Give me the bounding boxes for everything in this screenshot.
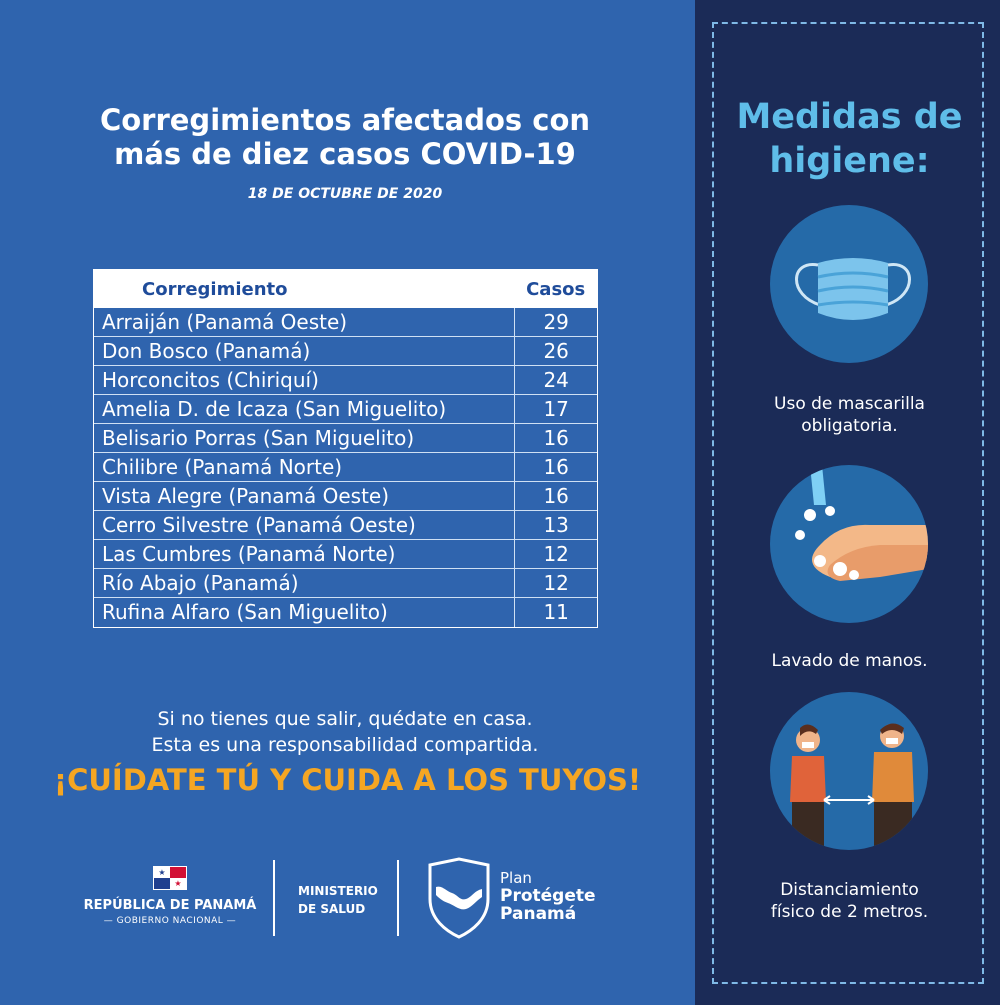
panama-flag-icon: ★ ★ [153,866,187,890]
hygiene-title: Medidas de higiene: [712,95,987,183]
casos-cell: 16 [514,453,597,481]
corregimiento-cell: Rufina Alfaro (San Miguelito) [102,600,388,624]
table-header: Corregimiento Casos [94,270,597,308]
corregimiento-cell: Las Cumbres (Panamá Norte) [102,542,396,566]
header-casos: Casos [526,278,586,300]
ministry-logo: MINISTERIO DE SALUD [298,882,378,918]
casos-cell: 29 [514,308,597,336]
plan-logo: Plan Protégete Panamá [424,857,614,939]
casos-cell: 17 [514,395,597,423]
distancing-caption-line2: físico de 2 metros. [770,902,929,922]
distancing-caption-line1: Distanciamiento [780,880,919,900]
casos-cell: 16 [514,482,597,510]
corregimiento-cell: Arraiján (Panamá Oeste) [102,310,348,334]
cases-table: Corregimiento Casos Arraiján (Panamá Oes… [93,269,598,628]
republic-name: REPÚBLICA DE PANAMÁ [83,898,257,913]
corregimiento-cell: Don Bosco (Panamá) [102,339,311,363]
casos-cell: 12 [514,540,597,568]
handwash-caption-line1: Lavado de manos. [771,651,928,671]
casos-cell: 13 [514,511,597,539]
plan-line3: Panamá [500,904,577,924]
corregimiento-cell: Cerro Silvestre (Panamá Oeste) [102,513,416,537]
handwash-caption: Lavado de manos. [712,650,987,672]
ministry-line2: DE SALUD [298,902,366,916]
table-row: Horconcitos (Chiriquí) 24 [94,366,597,395]
distancing-caption: Distanciamiento físico de 2 metros. [712,879,987,923]
report-date: 18 DE OCTUBRE DE 2020 [247,186,443,202]
casos-cell: 26 [514,337,597,365]
table-body: Arraiján (Panamá Oeste) 29 Don Bosco (Pana… [94,308,597,627]
casos-cell: 11 [514,598,597,627]
corregimiento-cell: Amelia D. de Icaza (San Miguelito) [102,397,447,421]
mask-caption-line1: Uso de mascarilla [774,394,925,414]
corregimiento-cell: Horconcitos (Chiriquí) [102,368,319,392]
corregimiento-cell: Chilibre (Panamá Norte) [102,455,343,479]
plan-line2: Protégete [500,886,596,906]
left-panel [0,0,695,1005]
ministry-line1: MINISTERIO [298,884,378,898]
table-row: Río Abajo (Panamá) 12 [94,569,597,598]
corregimiento-cell: Belisario Porras (San Miguelito) [102,426,415,450]
table-row: Belisario Porras (San Miguelito) 16 [94,424,597,453]
message-line1: Si no tienes que salir, quédate en casa. [157,708,533,730]
table-row: Cerro Silvestre (Panamá Oeste) 13 [94,511,597,540]
page-title-line1: Corregimientos afectados con [99,103,591,137]
corregimiento-cell: Vista Alegre (Panamá Oeste) [102,484,390,508]
divider [273,860,275,936]
table-row: Amelia D. de Icaza (San Miguelito) 17 [94,395,597,424]
message-line2: Esta es una responsabilidad compartida. [151,734,539,756]
mask-caption: Uso de mascarilla obligatoria. [712,393,987,437]
casos-cell: 16 [514,424,597,452]
table-row: Chilibre (Panamá Norte) 16 [94,453,597,482]
hand-washing-icon [770,465,928,623]
plan-line1: Plan [500,869,532,887]
slogan: ¡CUÍDATE TÚ Y CUIDA A LOS TUYOS! [53,763,642,797]
dashed-frame [712,22,984,984]
republic-logo: ★ ★ REPÚBLICA DE PANAMÁ — GOBIERNO NACIO… [80,866,260,926]
header-corregimiento: Corregimiento [142,278,288,300]
table-row: Don Bosco (Panamá) 26 [94,337,597,366]
table-row: Arraiján (Panamá Oeste) 29 [94,308,597,337]
casos-cell: 24 [514,366,597,394]
table-row: Rufina Alfaro (San Miguelito) 11 [94,598,597,627]
mask-caption-line2: obligatoria. [801,416,898,436]
corregimiento-cell: Río Abajo (Panamá) [102,571,299,595]
page-title-line2: más de diez casos COVID-19 [114,137,576,171]
table-row: Vista Alegre (Panamá Oeste) 16 [94,482,597,511]
hygiene-title-line2: higiene: [769,141,930,181]
casos-cell: 12 [514,569,597,597]
face-mask-icon [770,205,928,363]
shield-icon [428,857,490,939]
plan-text: Plan Protégete Panamá [500,869,596,923]
republic-sub: — GOBIERNO NACIONAL — [103,916,237,926]
table-row: Las Cumbres (Panamá Norte) 12 [94,540,597,569]
hygiene-title-line1: Medidas de [736,97,963,137]
divider [397,860,399,936]
social-distancing-icon [770,692,928,850]
